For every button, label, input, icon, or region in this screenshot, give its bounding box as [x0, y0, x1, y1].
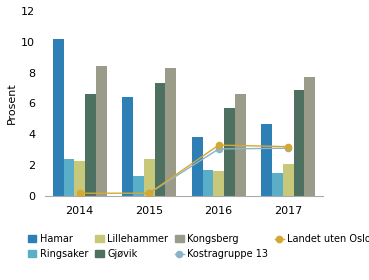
- Bar: [283, 164, 293, 196]
- Landet uten Oslo: [217, 143, 221, 147]
- Bar: [96, 66, 107, 196]
- Legend: Hamar, Ringsaker, Lillehammer, Gjøvik, Kongsberg, Kostragruppe 13, Landet uten O: Hamar, Ringsaker, Lillehammer, Gjøvik, K…: [28, 234, 369, 259]
- Bar: [165, 68, 176, 196]
- Kostragruppe 13: [147, 192, 151, 195]
- Bar: [144, 159, 155, 196]
- Landet uten Oslo: [147, 192, 151, 195]
- Bar: [203, 170, 213, 196]
- Landet uten Oslo: [77, 192, 82, 195]
- Bar: [235, 94, 246, 196]
- Bar: [213, 171, 224, 196]
- Bar: [293, 90, 304, 196]
- Landet uten Oslo: [286, 145, 290, 148]
- Bar: [53, 39, 63, 196]
- Bar: [272, 173, 283, 196]
- Bar: [74, 160, 85, 196]
- Bar: [63, 159, 74, 196]
- Line: Landet uten Oslo: Landet uten Oslo: [77, 142, 291, 196]
- Bar: [155, 83, 165, 196]
- Line: Kostragruppe 13: Kostragruppe 13: [146, 145, 291, 196]
- Kostragruppe 13: [217, 147, 221, 151]
- Kostragruppe 13: [286, 146, 290, 150]
- Bar: [122, 97, 133, 196]
- Bar: [192, 137, 203, 196]
- Bar: [85, 94, 96, 196]
- Bar: [224, 108, 235, 196]
- Y-axis label: Prosent: Prosent: [7, 83, 17, 124]
- Bar: [261, 123, 272, 196]
- Bar: [304, 77, 315, 196]
- Bar: [133, 176, 144, 196]
